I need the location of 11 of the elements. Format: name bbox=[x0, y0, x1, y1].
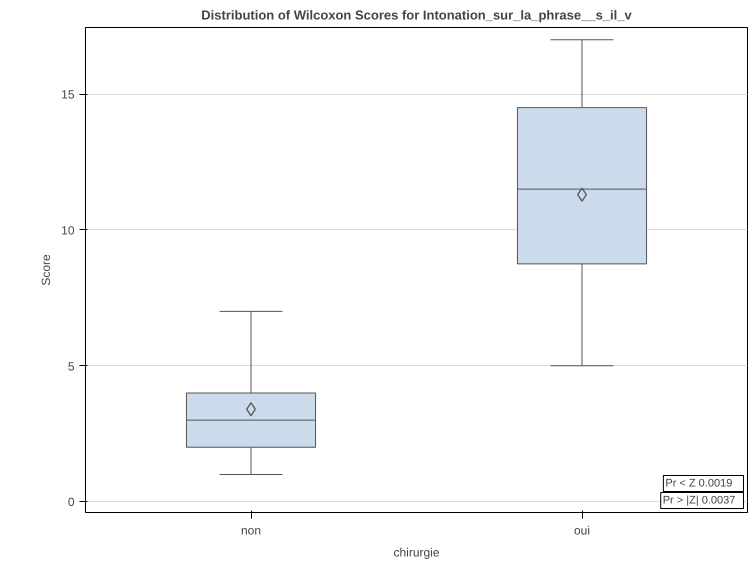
x-axis-title: chirurgie bbox=[393, 546, 440, 560]
y-tick-label: 10 bbox=[61, 223, 75, 238]
y-tick-label: 5 bbox=[68, 359, 75, 374]
y-tick-label: 15 bbox=[61, 88, 75, 102]
x-tick-label: non bbox=[240, 524, 262, 538]
x-tick-label: oui bbox=[574, 524, 590, 538]
annotation: Pr < Z 0.0019 bbox=[665, 478, 732, 490]
y-axis-title: Score bbox=[39, 254, 54, 286]
annotation: Pr > |Z| 0.0037 bbox=[662, 494, 736, 506]
y-tick-label: 0 bbox=[68, 495, 75, 510]
chart-title: Distribution of Wilcoxon Scores for Intonation_sur_la_phrase__s_il_v bbox=[201, 8, 632, 22]
